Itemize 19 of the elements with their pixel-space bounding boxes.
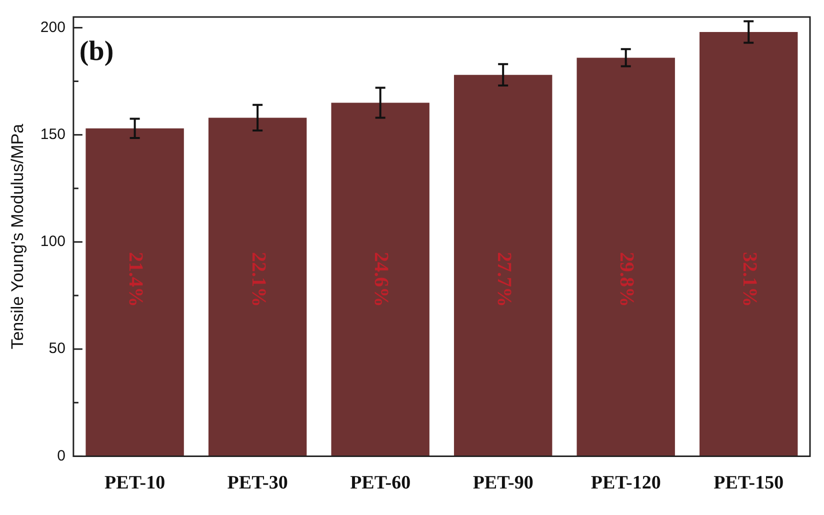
annotation: (b): [79, 36, 114, 68]
x-tick-label: PET-90: [472, 472, 534, 494]
y-tick-label: 0: [57, 447, 66, 464]
x-tick-label: PET-60: [350, 472, 411, 494]
x-tick-label: PET-120: [590, 472, 661, 494]
annotation: 24.6%: [370, 252, 392, 307]
y-tick-label: 150: [40, 126, 66, 143]
annotation: 27.7%: [492, 252, 515, 307]
x-tick-label: PET-150: [714, 472, 784, 494]
y-tick-label: 100: [40, 233, 66, 250]
y-tick-label: 200: [40, 18, 66, 36]
annotation: 21.4%: [124, 252, 147, 307]
x-tick-label: PET-10: [104, 472, 166, 494]
annotation: 22.1%: [247, 252, 270, 307]
annotation: 32.1%: [738, 252, 760, 307]
annotation: 29.8%: [616, 252, 638, 307]
y-tick-label: 50: [48, 340, 66, 358]
y-axis-title: Tensile Young's Modulus/MPa: [8, 123, 27, 350]
x-tick-label: PET-30: [227, 472, 288, 494]
